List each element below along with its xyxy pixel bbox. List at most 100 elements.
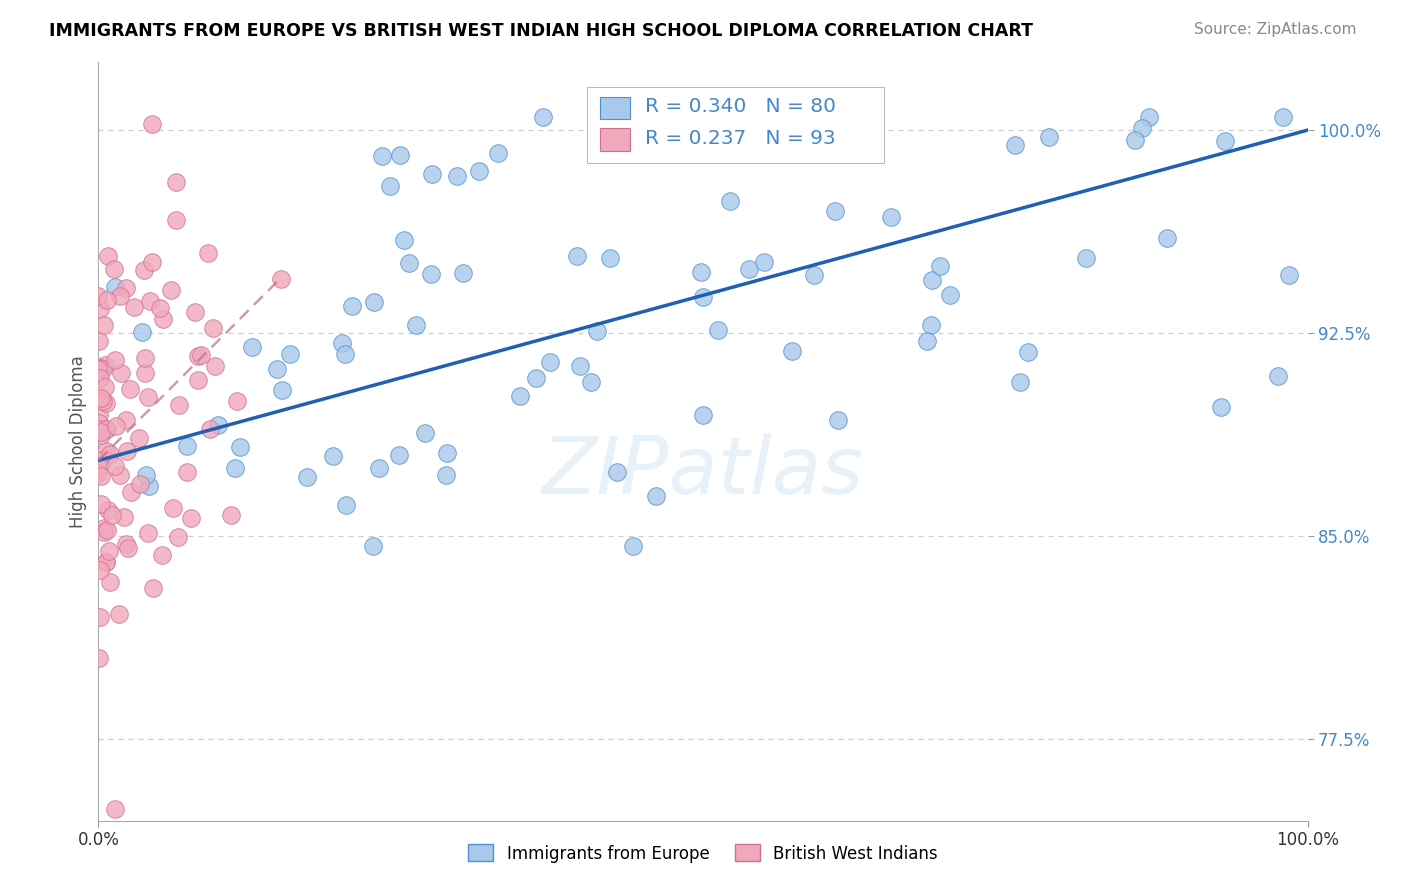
Point [335,498,357,512]
Point [89,392,111,406]
Point [420,167,443,181]
Point [1004,138,1026,153]
Point [132,263,155,277]
Point [271,383,294,397]
Point [392,233,415,247]
Point [138,525,160,540]
Point [921,273,943,287]
Point [824,203,846,218]
Point [162,500,184,515]
Point [1267,369,1289,384]
Point [134,351,156,366]
Point [89,408,111,422]
Point [104,458,127,473]
Point [89,459,111,474]
Point [621,539,644,553]
Point [827,413,849,427]
Point [782,344,804,359]
Point [405,318,427,332]
Point [187,372,209,386]
Point [96,293,118,307]
Point [509,389,531,403]
Point [90,469,112,483]
Point [103,353,125,368]
Point [201,321,224,335]
Point [120,484,142,499]
Point [89,302,111,317]
Point [87,422,110,436]
Point [446,169,468,183]
Point [141,117,163,131]
Point [176,465,198,479]
Point [939,287,962,301]
Point [90,497,112,511]
Point [240,340,263,354]
Point [340,299,363,313]
Point [565,249,588,263]
Point [142,581,165,595]
Text: R = 0.237   N = 93: R = 0.237 N = 93 [645,128,835,148]
Point [93,521,115,535]
Point [103,262,125,277]
Point [1213,134,1236,148]
Point [134,366,156,380]
Point [87,650,110,665]
Point [322,449,344,463]
Point [531,110,554,124]
Point [568,359,591,373]
Point [97,249,120,263]
Point [115,413,138,427]
Point [1139,110,1161,124]
Point [738,261,761,276]
Point [120,382,142,396]
Point [167,530,190,544]
Point [692,409,714,423]
Point [1010,376,1032,390]
Point [141,254,163,268]
Point [87,289,110,303]
Point [1277,268,1299,283]
Point [1074,252,1097,266]
Point [94,555,117,569]
Point [96,396,118,410]
Point [278,347,301,361]
Point [90,425,112,439]
Point [149,301,172,315]
Point [229,440,252,454]
Point [150,548,173,562]
Point [97,502,120,516]
Point [183,304,205,318]
Point [101,508,124,522]
Point [108,289,131,303]
Point [754,254,776,268]
Point [718,194,741,208]
Point [330,336,353,351]
Point [94,359,117,373]
Point [87,362,110,376]
Point [606,465,628,479]
Y-axis label: High School Diploma: High School Diploma [69,355,87,528]
Text: IMMIGRANTS FROM EUROPE VS BRITISH WEST INDIAN HIGH SCHOOL DIPLOMA CORRELATION CH: IMMIGRANTS FROM EUROPE VS BRITISH WEST I… [49,22,1033,40]
Point [165,175,187,189]
Point [692,290,714,304]
Text: ZIPatlas: ZIPatlas [541,433,865,511]
Point [1272,110,1295,124]
Point [468,164,491,178]
Point [89,563,111,577]
Point [644,489,666,503]
Point [690,265,713,279]
Point [138,478,160,492]
Point [110,366,132,380]
Point [115,443,138,458]
Point [1211,401,1233,415]
Point [197,246,219,260]
Point [112,509,135,524]
Point [100,447,122,461]
Point [139,293,162,308]
Point [159,283,181,297]
Point [165,212,187,227]
Point [204,359,226,374]
Point [104,802,127,816]
Point [90,427,112,442]
Bar [600,128,630,151]
